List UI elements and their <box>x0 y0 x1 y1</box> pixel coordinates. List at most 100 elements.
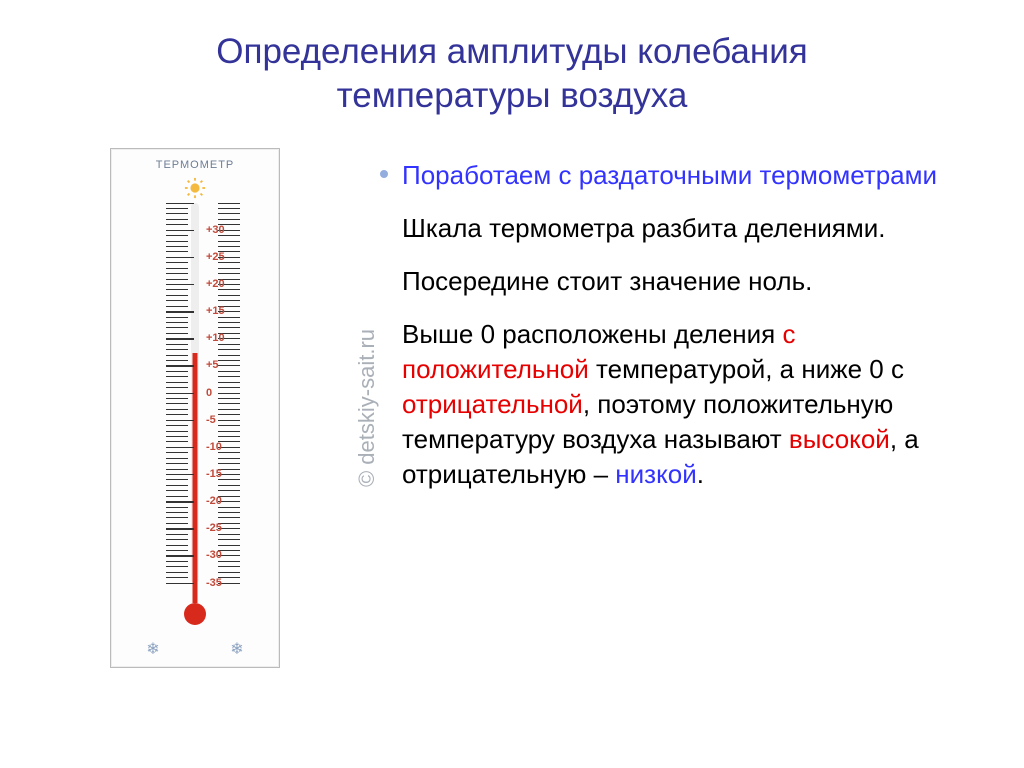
thermometer-header: ТЕРМОМЕТР <box>111 159 279 171</box>
scale-tick-label: -25 <box>206 522 222 534</box>
scale-tick <box>166 463 188 464</box>
scale-tick <box>218 431 240 432</box>
scale-tick <box>166 561 188 562</box>
scale-tick <box>166 203 194 205</box>
scale-tick <box>166 534 188 535</box>
scale-tick <box>218 208 240 209</box>
scale-tick <box>166 333 188 334</box>
bullet-icon <box>380 276 388 284</box>
text-column: Поработаем с раздаточными термометрами Шк… <box>380 148 984 668</box>
title-line-2: температуры воздуха <box>337 76 688 115</box>
snowflake-icon: ❄ <box>146 639 159 659</box>
page-title: Определения амплитуды колебания температ… <box>0 0 1024 118</box>
scale-tick <box>166 306 188 307</box>
scale-tick <box>166 479 188 480</box>
scale-tick <box>166 512 188 513</box>
paragraph-text: Шкала термометра разбита делениями. <box>402 211 885 246</box>
scale-tick <box>218 425 240 426</box>
scale-tick <box>166 528 194 530</box>
text-segment: Выше 0 расположены деления <box>402 319 782 349</box>
scale-tick <box>218 213 240 214</box>
thermometer-bulb <box>184 603 206 625</box>
scale-tick <box>166 208 188 209</box>
scale-tick-label: +10 <box>206 332 225 344</box>
scale-tick-label: -35 <box>206 577 222 589</box>
scale-tick <box>166 230 194 232</box>
scale-tick <box>166 376 188 377</box>
thermometer-body: +30+25+20+15+10+50-5-10-15-20-25-30-35 <box>150 203 240 603</box>
scale-tick <box>218 512 240 513</box>
scale-tick <box>218 414 240 415</box>
scale-tick <box>166 317 188 318</box>
sun-icon <box>184 177 206 199</box>
scale-tick <box>166 414 188 415</box>
scale-tick-label: 0 <box>206 387 212 399</box>
scale-tick <box>218 393 240 394</box>
scale-tick <box>166 289 188 290</box>
scale-tick <box>218 322 240 323</box>
scale-tick <box>166 469 188 470</box>
scale-left <box>166 203 196 583</box>
scale-tick <box>166 344 188 345</box>
scale-tick <box>218 436 240 437</box>
scale-tick-label: -15 <box>206 468 222 480</box>
text-segment: высокой <box>789 424 890 454</box>
scale-tick <box>218 539 240 540</box>
text-segment: Шкала термометра разбита делениями. <box>402 213 885 243</box>
scale-tick <box>166 262 188 263</box>
scale-tick <box>166 458 188 459</box>
scale-tick <box>166 545 188 546</box>
scale-tick <box>166 555 194 557</box>
scale-tick <box>166 355 188 356</box>
scale-tick <box>166 279 188 280</box>
scale-tick <box>218 203 240 204</box>
scale-tick <box>166 507 188 508</box>
scale-tick <box>166 349 188 350</box>
scale-tick <box>166 517 188 518</box>
scale-tick <box>218 273 240 274</box>
scale-tick <box>166 550 188 551</box>
scale-tick-label: +20 <box>206 278 225 290</box>
scale-tick-label: +25 <box>206 251 225 263</box>
scale-tick <box>166 425 188 426</box>
scale-tick <box>218 246 240 247</box>
scale-tick <box>166 235 188 236</box>
scale-tick <box>166 409 188 410</box>
scale-tick <box>218 572 240 573</box>
bullet-icon <box>380 223 388 231</box>
scale-tick <box>166 523 188 524</box>
scale-tick <box>166 387 188 388</box>
scale-tick <box>218 327 240 328</box>
scale-tick <box>166 241 188 242</box>
scale-tick <box>166 577 188 578</box>
watermark-text: © detskiy-sait.ru <box>354 328 380 486</box>
scale-tick <box>218 295 240 296</box>
scale-tick <box>166 360 188 361</box>
text-segment: . <box>697 459 704 489</box>
scale-tick <box>166 583 194 585</box>
scale-tick <box>218 371 240 372</box>
paragraph-text: Поработаем с раздаточными термометрами <box>402 158 937 193</box>
thermometer-column: ТЕРМОМЕТР +30+25+20+15+ <box>40 148 350 668</box>
scale-tick <box>218 409 240 410</box>
scale-tick <box>166 268 188 269</box>
scale-tick <box>166 322 188 323</box>
bullet-icon <box>380 170 388 178</box>
scale-tick <box>166 452 188 453</box>
scale-tick <box>166 398 188 399</box>
scale-tick <box>166 403 188 404</box>
scale-tick <box>166 501 194 503</box>
scale-tick <box>166 572 188 573</box>
scale-tick <box>218 566 240 567</box>
scale-tick <box>218 360 240 361</box>
scale-tick <box>166 251 188 252</box>
scale-tick <box>166 420 194 422</box>
scale-tick <box>166 436 188 437</box>
paragraph: Шкала термометра разбита делениями. <box>380 211 984 246</box>
scale-tick <box>166 219 188 220</box>
scale-tick <box>218 219 240 220</box>
scale-tick-label: -20 <box>206 495 222 507</box>
text-segment: Посередине стоит значение ноль. <box>402 266 812 296</box>
scale-tick <box>166 539 188 540</box>
thermometer-card: ТЕРМОМЕТР +30+25+20+15+ <box>110 148 280 668</box>
